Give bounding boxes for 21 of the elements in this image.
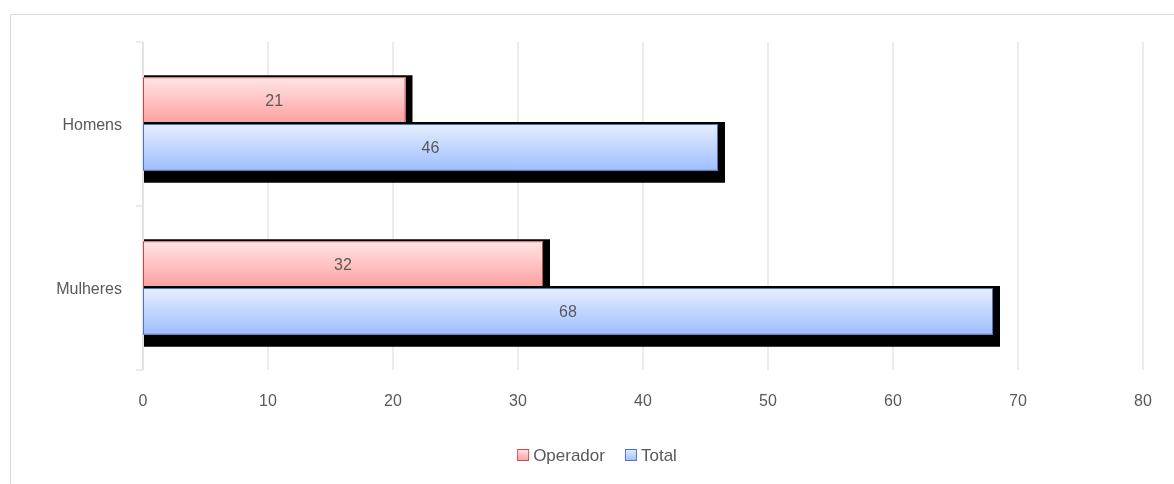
legend-label: Total xyxy=(640,445,677,465)
x-tick-label: 30 xyxy=(509,392,527,409)
y-tick-label: Homens xyxy=(62,115,122,133)
x-tick-label: 0 xyxy=(138,392,148,409)
x-tick-label: 40 xyxy=(634,392,652,409)
x-tick-label: 70 xyxy=(1009,392,1027,409)
data-label: 68 xyxy=(559,302,577,320)
x-tick-label: 50 xyxy=(759,392,777,409)
x-tick-label: 60 xyxy=(884,392,902,409)
bar xyxy=(143,288,993,335)
legend-label: Operador xyxy=(533,445,606,465)
bar xyxy=(143,77,406,124)
x-tick-label: 20 xyxy=(384,392,402,409)
data-label: 21 xyxy=(265,92,284,110)
y-tick-label: Mulheres xyxy=(56,279,122,297)
bar xyxy=(143,241,543,288)
bar xyxy=(143,124,718,171)
x-tick-label: 80 xyxy=(1134,392,1152,409)
x-tick-label: 10 xyxy=(259,392,277,409)
data-label: 46 xyxy=(421,138,440,156)
data-label: 32 xyxy=(334,256,352,274)
